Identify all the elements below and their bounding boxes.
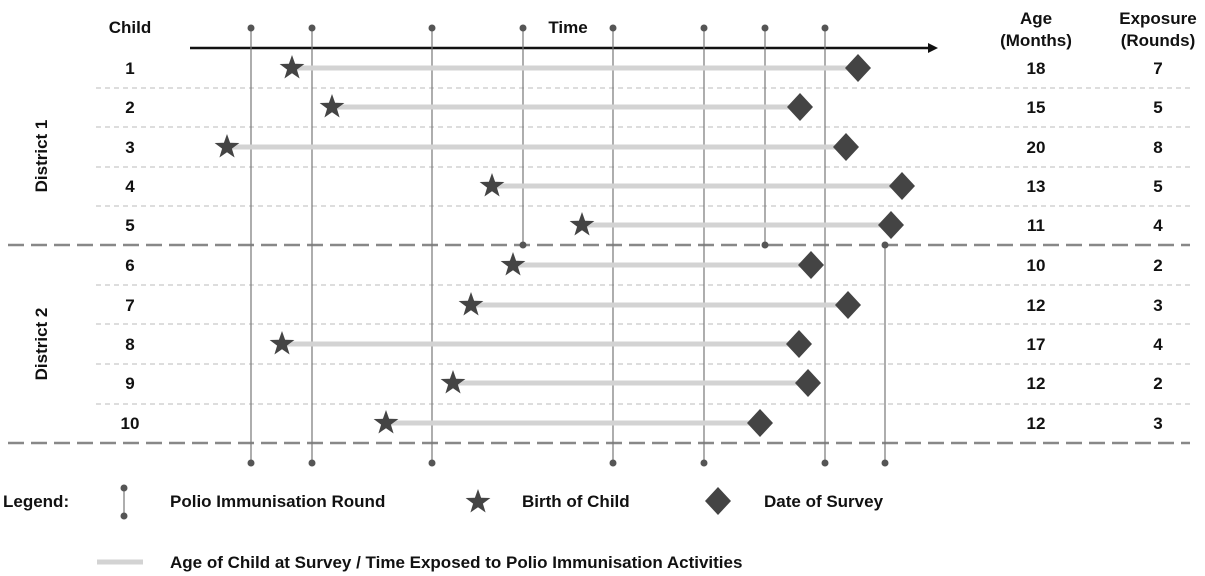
- immunisation-round: [761, 24, 769, 249]
- child-row-3: 3 20 8: [125, 133, 1163, 161]
- child-id: 9: [125, 374, 134, 393]
- child-rows: 1 18 7 2 15 5 3 20 8 4 13 5 5 11 4 6 10 2 7 12 3 8 17 4 9 12 2 10 12…: [121, 54, 1163, 437]
- district-dividers: [8, 243, 1190, 445]
- child-row-1: 1 18 7: [125, 54, 1163, 82]
- birth-star-icon: [373, 410, 399, 434]
- child-row-9: 9 12 2: [125, 369, 1163, 397]
- child-exposure: 3: [1153, 414, 1162, 433]
- child-id: 4: [125, 177, 135, 196]
- child-exposure: 5: [1153, 177, 1162, 196]
- child-age: 20: [1027, 138, 1046, 157]
- child-exposure: 4: [1153, 216, 1163, 235]
- birth-star-icon: [500, 252, 526, 276]
- child-id: 1: [125, 59, 134, 78]
- birth-star-icon: [319, 94, 345, 118]
- birth-star-icon: [440, 370, 466, 394]
- immunisation-round-lines: [247, 24, 889, 467]
- child-row-10: 10 12 3: [121, 409, 1163, 437]
- child-id: 8: [125, 335, 134, 354]
- child-id: 5: [125, 216, 134, 235]
- child-age: 12: [1027, 414, 1046, 433]
- survey-diamond-icon: [795, 369, 821, 397]
- child-age: 15: [1027, 98, 1046, 117]
- row-separators: [96, 87, 1190, 405]
- child-row-4: 4 13 5: [125, 172, 1163, 200]
- child-age: 12: [1027, 374, 1046, 393]
- child-exposure: 5: [1153, 98, 1162, 117]
- child-exposure: 2: [1153, 374, 1162, 393]
- child-row-8: 8 17 4: [125, 330, 1163, 358]
- child-id: 6: [125, 256, 134, 275]
- legend-title: Legend:: [3, 492, 69, 511]
- child-id: 2: [125, 98, 134, 117]
- exposure-column-header-line2: (Rounds): [1121, 31, 1196, 50]
- immunisation-round: [609, 24, 617, 467]
- child-exposure: 7: [1153, 59, 1162, 78]
- survey-diamond-icon: [845, 54, 871, 82]
- legend-survey-label: Date of Survey: [764, 492, 884, 511]
- child-age: 18: [1027, 59, 1046, 78]
- child-exposure: 4: [1153, 335, 1163, 354]
- district-1-label: District 1: [32, 120, 51, 193]
- child-id: 7: [125, 296, 134, 315]
- birth-star-icon: [279, 55, 305, 79]
- immunisation-round: [700, 24, 708, 467]
- exposure-column-header-line1: Exposure: [1119, 9, 1196, 28]
- immunisation-round: [428, 24, 436, 467]
- child-column-header: Child: [109, 18, 152, 37]
- child-exposure: 2: [1153, 256, 1162, 275]
- immunisation-round: [519, 24, 527, 249]
- time-axis-label: Time: [548, 18, 587, 37]
- legend-exposure-label: Age of Child at Survey / Time Exposed to…: [170, 553, 742, 572]
- child-id: 3: [125, 138, 134, 157]
- survey-diamond-icon: [835, 291, 861, 319]
- survey-diamond-icon: [787, 93, 813, 121]
- child-row-5: 5 11 4: [125, 211, 1163, 239]
- survey-diamond-icon: [747, 409, 773, 437]
- immunisation-round: [881, 241, 889, 467]
- birth-star-icon: [569, 212, 595, 236]
- child-age: 17: [1027, 335, 1046, 354]
- child-exposure: 8: [1153, 138, 1162, 157]
- legend-round-icon: [120, 484, 128, 520]
- age-column-header-line2: (Months): [1000, 31, 1072, 50]
- child-age: 13: [1027, 177, 1046, 196]
- survey-diamond-icon: [786, 330, 812, 358]
- legend-round-label: Polio Immunisation Round: [170, 492, 385, 511]
- legend-birth-star-icon: [465, 489, 491, 513]
- child-age: 12: [1027, 296, 1046, 315]
- child-age: 10: [1027, 256, 1046, 275]
- survey-diamond-icon: [798, 251, 824, 279]
- child-row-7: 7 12 3: [125, 291, 1163, 319]
- child-age: 11: [1027, 216, 1045, 235]
- child-row-6: 6 10 2: [125, 251, 1163, 279]
- legend-birth-label: Birth of Child: [522, 492, 630, 511]
- immunisation-round: [308, 24, 316, 467]
- legend-survey-diamond-icon: [705, 487, 731, 515]
- immunisation-round: [821, 24, 829, 467]
- child-id: 10: [121, 414, 140, 433]
- legend: Legend: Polio Immunisation Round Birth o…: [3, 484, 884, 572]
- survey-diamond-icon: [833, 133, 859, 161]
- child-row-2: 2 15 5: [125, 93, 1163, 121]
- survey-diamond-icon: [878, 211, 904, 239]
- child-exposure: 3: [1153, 296, 1162, 315]
- district-2-label: District 2: [32, 308, 51, 381]
- survey-diamond-icon: [889, 172, 915, 200]
- birth-star-icon: [214, 134, 240, 158]
- age-column-header-line1: Age: [1020, 9, 1052, 28]
- immunisation-round: [247, 24, 255, 467]
- birth-star-icon: [479, 173, 505, 197]
- birth-star-icon: [458, 292, 484, 316]
- birth-star-icon: [269, 331, 295, 355]
